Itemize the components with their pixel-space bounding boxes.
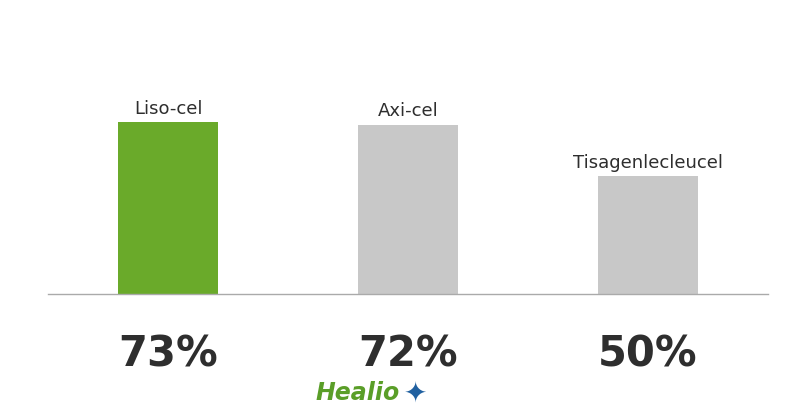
Text: 50%: 50% — [598, 334, 698, 376]
Bar — [118, 122, 218, 294]
Text: 72%: 72% — [358, 334, 458, 376]
Text: Liso-cel: Liso-cel — [134, 100, 202, 118]
Text: Healio: Healio — [316, 381, 400, 405]
Text: ✦: ✦ — [404, 379, 427, 407]
Text: 73%: 73% — [118, 334, 218, 376]
Bar — [358, 125, 458, 294]
Text: Tisagenlecleucel: Tisagenlecleucel — [573, 154, 723, 172]
Bar — [598, 176, 698, 294]
Text: ORRs for FDA-approved CAR-T to treat DLBCL: ORRs for FDA-approved CAR-T to treat DLB… — [126, 25, 674, 45]
Text: Axi-cel: Axi-cel — [378, 102, 438, 120]
